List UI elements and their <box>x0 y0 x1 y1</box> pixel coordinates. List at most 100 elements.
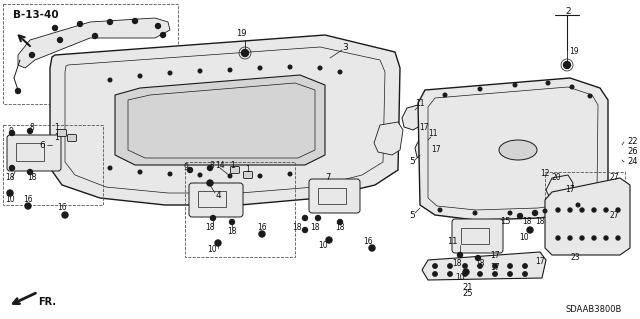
Circle shape <box>604 236 608 240</box>
Circle shape <box>568 236 572 240</box>
Text: 11: 11 <box>447 238 457 247</box>
Circle shape <box>527 227 533 233</box>
Text: 5: 5 <box>409 211 415 219</box>
Text: 16: 16 <box>363 238 373 247</box>
Text: 4: 4 <box>215 191 221 201</box>
Circle shape <box>228 174 232 178</box>
Circle shape <box>556 208 560 212</box>
FancyBboxPatch shape <box>243 172 253 179</box>
Circle shape <box>230 219 234 225</box>
Circle shape <box>568 208 572 212</box>
Circle shape <box>15 88 20 93</box>
Text: 18: 18 <box>335 224 345 233</box>
Text: 14: 14 <box>215 160 225 169</box>
Circle shape <box>616 208 620 212</box>
Text: FR.: FR. <box>38 297 56 307</box>
Circle shape <box>77 21 83 26</box>
Circle shape <box>288 172 292 176</box>
Circle shape <box>570 85 574 89</box>
Ellipse shape <box>499 140 537 160</box>
Text: 1: 1 <box>230 160 236 169</box>
Circle shape <box>518 213 522 219</box>
Text: 10: 10 <box>318 241 328 250</box>
Text: 18: 18 <box>5 174 15 182</box>
Text: 23: 23 <box>570 254 580 263</box>
Text: 5: 5 <box>409 158 415 167</box>
Circle shape <box>592 208 596 212</box>
Circle shape <box>513 83 517 87</box>
Text: 24: 24 <box>627 158 637 167</box>
Circle shape <box>463 264 467 268</box>
Text: 6: 6 <box>39 140 45 150</box>
Text: 1: 1 <box>54 122 60 131</box>
Circle shape <box>563 62 570 69</box>
Text: 26: 26 <box>627 147 637 157</box>
Text: 25: 25 <box>463 290 473 299</box>
Text: 16: 16 <box>23 196 33 204</box>
Text: 10: 10 <box>207 246 217 255</box>
Circle shape <box>108 78 112 82</box>
Text: 10: 10 <box>455 273 465 283</box>
Circle shape <box>241 49 248 56</box>
Bar <box>318 188 346 204</box>
Circle shape <box>463 269 469 275</box>
Polygon shape <box>18 18 170 68</box>
Circle shape <box>7 190 13 196</box>
Bar <box>185 162 295 257</box>
Circle shape <box>259 231 265 237</box>
Circle shape <box>546 81 550 85</box>
Polygon shape <box>115 75 325 165</box>
Text: 18: 18 <box>227 227 237 236</box>
Polygon shape <box>50 35 400 205</box>
Text: 17: 17 <box>431 145 441 154</box>
Text: 10: 10 <box>519 233 529 241</box>
Polygon shape <box>418 78 608 220</box>
Text: 17: 17 <box>490 250 500 259</box>
Circle shape <box>188 167 193 173</box>
Text: 22: 22 <box>627 137 637 146</box>
Circle shape <box>168 172 172 176</box>
Circle shape <box>592 236 596 240</box>
Circle shape <box>58 38 63 42</box>
Circle shape <box>228 68 232 72</box>
Circle shape <box>215 240 221 246</box>
Circle shape <box>28 169 33 174</box>
Circle shape <box>198 173 202 177</box>
Circle shape <box>369 245 375 251</box>
Circle shape <box>211 216 216 220</box>
Circle shape <box>576 203 580 207</box>
Text: 18: 18 <box>535 218 545 226</box>
Text: 10: 10 <box>5 196 15 204</box>
Text: 12: 12 <box>540 168 550 177</box>
Circle shape <box>108 19 113 25</box>
Circle shape <box>108 166 112 170</box>
Circle shape <box>288 65 292 69</box>
Circle shape <box>438 208 442 212</box>
Circle shape <box>10 166 15 170</box>
Circle shape <box>493 264 497 268</box>
Circle shape <box>29 53 35 57</box>
Text: 27: 27 <box>609 174 619 182</box>
Polygon shape <box>545 178 630 255</box>
FancyBboxPatch shape <box>67 135 77 142</box>
Circle shape <box>207 180 213 186</box>
Circle shape <box>337 219 342 225</box>
Bar <box>198 191 226 207</box>
Circle shape <box>616 236 620 240</box>
Circle shape <box>476 256 481 261</box>
Text: 8: 8 <box>210 160 214 169</box>
Circle shape <box>258 66 262 70</box>
Circle shape <box>198 69 202 73</box>
Text: 18: 18 <box>476 258 484 268</box>
Circle shape <box>523 264 527 268</box>
Text: 1: 1 <box>54 132 60 142</box>
Bar <box>461 228 489 244</box>
Circle shape <box>338 70 342 74</box>
Text: 17: 17 <box>535 257 545 266</box>
Text: 18: 18 <box>292 224 302 233</box>
Circle shape <box>580 208 584 212</box>
Text: 1: 1 <box>246 166 250 174</box>
Circle shape <box>433 264 437 268</box>
Text: 20: 20 <box>552 174 562 182</box>
Circle shape <box>52 26 58 31</box>
